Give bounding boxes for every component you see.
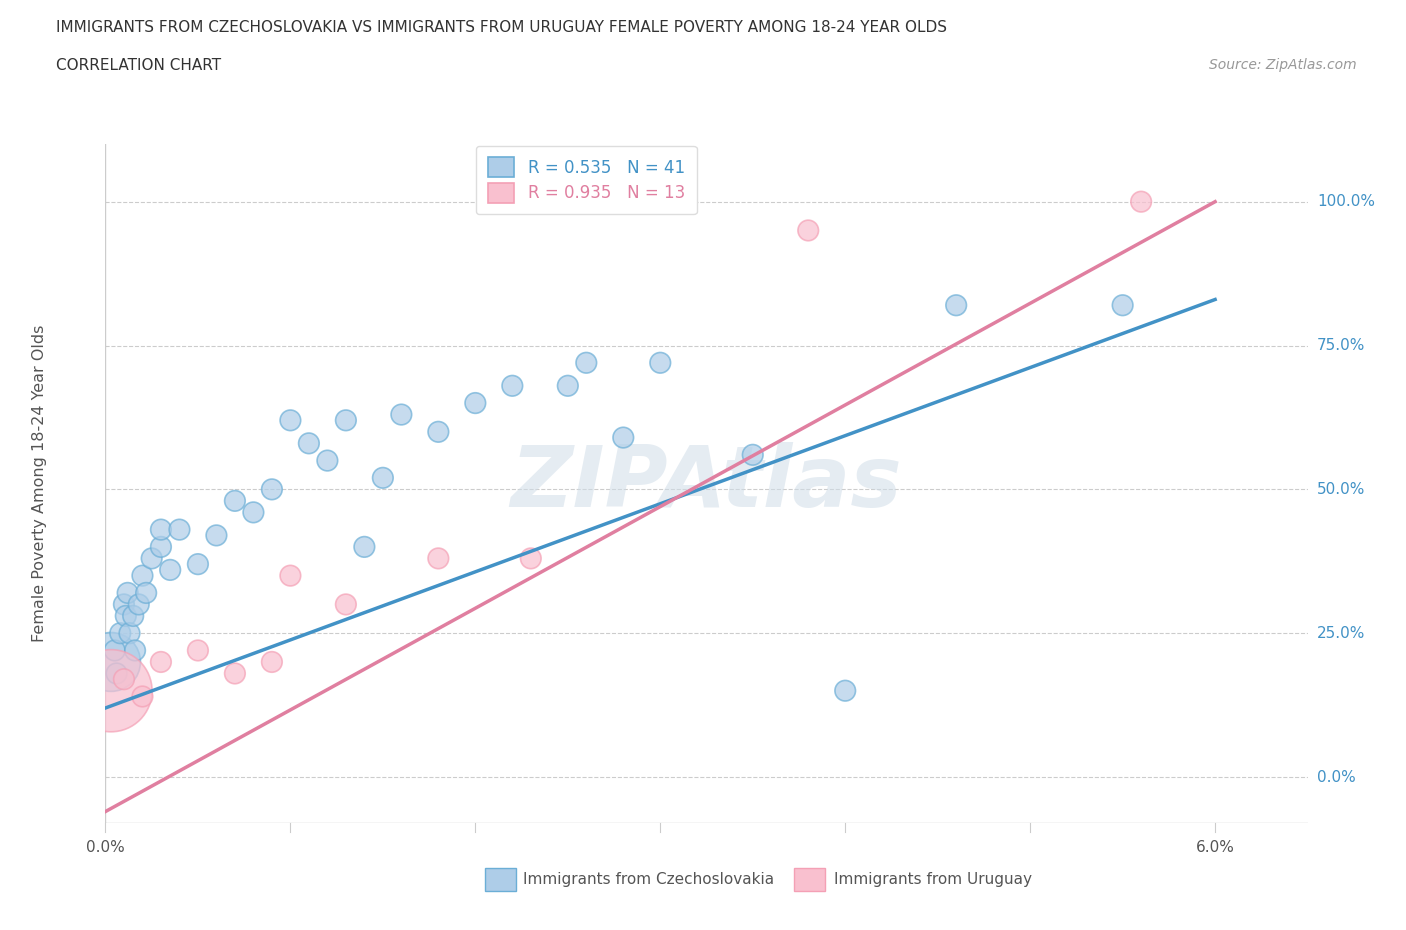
Text: IMMIGRANTS FROM CZECHOSLOVAKIA VS IMMIGRANTS FROM URUGUAY FEMALE POVERTY AMONG 1: IMMIGRANTS FROM CZECHOSLOVAKIA VS IMMIGR…: [56, 20, 948, 35]
Point: [298, 436, 321, 451]
Point: [501, 379, 523, 393]
Point: [797, 223, 820, 238]
Point: [224, 494, 246, 509]
Point: [104, 643, 127, 658]
Point: [141, 551, 163, 565]
Text: Immigrants from Czechoslovakia: Immigrants from Czechoslovakia: [523, 872, 775, 887]
Text: Female Poverty Among 18-24 Year Olds: Female Poverty Among 18-24 Year Olds: [32, 325, 46, 643]
Legend: R = 0.535   N = 41, R = 0.935   N = 13: R = 0.535 N = 41, R = 0.935 N = 13: [477, 146, 696, 214]
Point: [224, 666, 246, 681]
Point: [741, 447, 763, 462]
Point: [520, 551, 543, 565]
Point: [122, 608, 145, 623]
Text: 6.0%: 6.0%: [1195, 841, 1234, 856]
Text: Source: ZipAtlas.com: Source: ZipAtlas.com: [1209, 58, 1357, 72]
Text: 25.0%: 25.0%: [1317, 626, 1365, 641]
Point: [834, 684, 856, 698]
Point: [112, 597, 135, 612]
Point: [353, 539, 375, 554]
Point: [427, 424, 450, 439]
Point: [945, 298, 967, 312]
Point: [135, 586, 157, 601]
Point: [187, 643, 209, 658]
Point: [124, 643, 146, 658]
Point: [650, 355, 672, 370]
Point: [117, 586, 139, 601]
Text: 100.0%: 100.0%: [1317, 194, 1375, 209]
Point: [557, 379, 579, 393]
Point: [612, 431, 634, 445]
Point: [335, 413, 357, 428]
Text: 0.0%: 0.0%: [86, 841, 125, 856]
Point: [187, 557, 209, 572]
Point: [1111, 298, 1133, 312]
Point: [260, 655, 283, 670]
Text: 75.0%: 75.0%: [1317, 338, 1365, 353]
Point: [260, 482, 283, 497]
Point: [280, 568, 302, 583]
Point: [371, 471, 394, 485]
Point: [205, 528, 228, 543]
Point: [149, 539, 172, 554]
Point: [100, 684, 122, 698]
Point: [128, 597, 150, 612]
Point: [389, 407, 412, 422]
Point: [112, 671, 135, 686]
Point: [131, 568, 153, 583]
Point: [280, 413, 302, 428]
Point: [131, 689, 153, 704]
Point: [575, 355, 598, 370]
Point: [149, 522, 172, 537]
Point: [100, 655, 122, 670]
Text: 50.0%: 50.0%: [1317, 482, 1365, 497]
Point: [169, 522, 191, 537]
Point: [427, 551, 450, 565]
Point: [105, 666, 128, 681]
Text: ZIPAtlas: ZIPAtlas: [510, 442, 903, 525]
Point: [159, 563, 181, 578]
Text: CORRELATION CHART: CORRELATION CHART: [56, 58, 221, 73]
Point: [242, 505, 264, 520]
Point: [464, 395, 486, 410]
Point: [1130, 194, 1153, 209]
Point: [118, 626, 141, 641]
Point: [114, 608, 136, 623]
Text: Immigrants from Uruguay: Immigrants from Uruguay: [834, 872, 1032, 887]
Point: [149, 655, 172, 670]
Text: 0.0%: 0.0%: [1317, 769, 1355, 785]
Point: [110, 626, 132, 641]
Point: [316, 453, 339, 468]
Point: [335, 597, 357, 612]
